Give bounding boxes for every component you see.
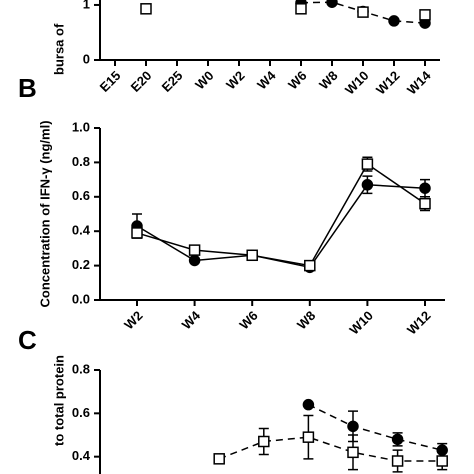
panel-label: B [18, 73, 37, 103]
y-tick-label: 1 [83, 0, 90, 11]
data-point [304, 259, 316, 272]
y-tick-label: 0.6 [72, 188, 90, 203]
data-point [361, 158, 374, 170]
series-line [308, 403, 443, 451]
data-point [347, 420, 359, 433]
x-tick-label: W6 [236, 308, 260, 332]
data-point [188, 244, 201, 256]
data-point [213, 453, 225, 465]
data-point [302, 431, 315, 443]
y-tick-label: 0.2 [72, 257, 90, 272]
x-tick-label: W8 [294, 308, 318, 332]
y-tick-label: 1.0 [72, 119, 90, 134]
x-tick-label: W4 [179, 307, 204, 332]
x-tick-label: W0 [192, 68, 216, 92]
x-tick-label: W6 [285, 68, 309, 92]
y-axis-label: bursa of [51, 23, 66, 75]
data-point [131, 227, 143, 239]
y-tick-label: 0.4 [72, 223, 91, 238]
x-tick-label: W4 [254, 67, 279, 92]
x-tick-label: W8 [316, 68, 340, 92]
data-point [388, 15, 400, 27]
y-tick-label: 0 [83, 51, 90, 66]
x-tick-label: E20 [128, 68, 155, 95]
x-tick-label: W10 [346, 308, 376, 338]
data-point [246, 249, 258, 262]
data-point [357, 6, 369, 18]
data-point [347, 446, 359, 459]
series-line [136, 183, 426, 269]
data-point [140, 3, 152, 15]
series-line [136, 163, 426, 267]
data-point [361, 179, 374, 191]
data-point [326, 0, 338, 8]
x-tick-label: E15 [97, 68, 124, 95]
x-tick-label: W10 [342, 68, 372, 98]
data-point [188, 254, 201, 267]
x-tick-label: W12 [373, 68, 403, 98]
data-point [419, 197, 431, 210]
data-point [391, 433, 404, 446]
data-point [419, 9, 431, 21]
data-point [391, 455, 404, 467]
y-axis-label: Concentration of IFN-γ (ng/ml) [37, 120, 52, 307]
y-tick-label: 0.0 [72, 291, 90, 306]
panel-label: C [18, 325, 37, 355]
x-tick-label: E25 [159, 68, 186, 95]
x-tick-label: W12 [404, 308, 434, 338]
x-tick-label: W2 [121, 308, 145, 332]
data-point [302, 398, 315, 411]
y-tick-label: 0.8 [72, 361, 90, 376]
data-point [295, 3, 307, 15]
y-tick-label: 0.8 [72, 154, 90, 169]
y-tick-label: 0.6 [72, 405, 90, 420]
data-point [419, 182, 431, 194]
data-point [258, 435, 270, 448]
x-tick-label: W14 [404, 67, 434, 97]
x-tick-label: W2 [223, 68, 247, 92]
y-axis-label: to total protein [51, 355, 66, 446]
series-line [218, 436, 443, 462]
y-tick-label: 0.4 [72, 448, 91, 463]
data-point [436, 455, 448, 467]
